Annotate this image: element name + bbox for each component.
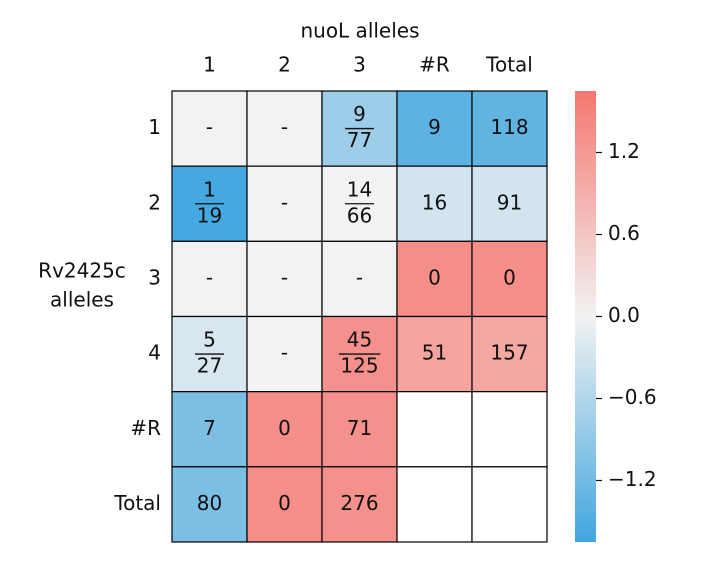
cell-denominator: 19 xyxy=(197,203,222,227)
cell-numerator: 1 xyxy=(203,177,216,201)
cell xyxy=(471,391,548,468)
cell xyxy=(471,315,548,393)
row-label: 1 xyxy=(148,115,161,139)
cell-label: - xyxy=(281,341,288,365)
cell xyxy=(471,90,548,167)
cell-label: 276 xyxy=(340,491,378,515)
cell-denominator: 77 xyxy=(347,128,372,152)
cell-label: 71 xyxy=(347,416,372,440)
cell xyxy=(321,466,398,543)
row-label: 4 xyxy=(148,341,161,365)
colorbar-tick-label: 0.6 xyxy=(608,221,640,245)
cell-denominator: 66 xyxy=(347,203,372,227)
cell xyxy=(321,240,398,318)
cell xyxy=(471,466,548,543)
cell xyxy=(396,391,473,468)
cell-label: - xyxy=(281,190,288,214)
cell-label: 7 xyxy=(203,416,216,440)
cell xyxy=(246,90,323,167)
cell xyxy=(246,466,323,543)
row-label: #R xyxy=(130,416,161,440)
colorbar-tick-label: −1.2 xyxy=(608,467,657,491)
row-label: 2 xyxy=(148,190,161,214)
column-label: Total xyxy=(485,53,533,77)
cell-label: - xyxy=(356,265,363,289)
cell xyxy=(396,315,473,393)
colorbar-tick-label: 0.0 xyxy=(608,303,640,327)
cell-label: 9 xyxy=(428,115,441,139)
column-label: 3 xyxy=(353,53,366,77)
cell-label: 0 xyxy=(428,265,441,289)
cell-label: - xyxy=(206,115,213,139)
row-label: 3 xyxy=(148,265,161,289)
cell xyxy=(171,466,248,543)
cell-label: 0 xyxy=(278,491,291,515)
cell xyxy=(246,165,323,242)
cell-label: 0 xyxy=(503,265,516,289)
y-axis-label: Rv2425c xyxy=(38,259,126,283)
cell-numerator: 5 xyxy=(203,328,216,352)
cell-label: 91 xyxy=(497,190,522,214)
cell-label: - xyxy=(281,115,288,139)
colorbar xyxy=(575,91,596,542)
cell-label: 16 xyxy=(422,190,447,214)
cell xyxy=(171,90,248,167)
cell xyxy=(471,240,548,318)
cell-numerator: 9 xyxy=(353,102,366,126)
cell-numerator: 14 xyxy=(347,177,372,201)
cell-label: - xyxy=(281,265,288,289)
cell xyxy=(471,165,548,242)
x-axis-label: nuoL alleles xyxy=(300,19,419,43)
colorbar-tick-label: −0.6 xyxy=(608,385,657,409)
cell xyxy=(246,240,323,318)
row-label: Total xyxy=(113,491,161,515)
column-label: 2 xyxy=(278,53,291,77)
cell xyxy=(171,391,248,468)
cell-denominator: 125 xyxy=(340,354,378,378)
y-axis-label: alleles xyxy=(50,288,114,312)
cell-label: 0 xyxy=(278,416,291,440)
cell xyxy=(396,165,473,242)
colorbar-tick-label: 1.2 xyxy=(608,139,640,163)
cell-label: 157 xyxy=(490,341,528,365)
cell xyxy=(396,240,473,318)
cell-numerator: 45 xyxy=(347,328,372,352)
cell-label: 118 xyxy=(490,115,528,139)
cell xyxy=(246,391,323,468)
cell-denominator: 27 xyxy=(197,354,222,378)
column-label: 1 xyxy=(203,53,216,77)
cell-label: 80 xyxy=(197,491,222,515)
cell xyxy=(396,466,473,543)
cell-label: 51 xyxy=(422,341,447,365)
column-label: #R xyxy=(419,53,450,77)
cell-label: - xyxy=(206,265,213,289)
